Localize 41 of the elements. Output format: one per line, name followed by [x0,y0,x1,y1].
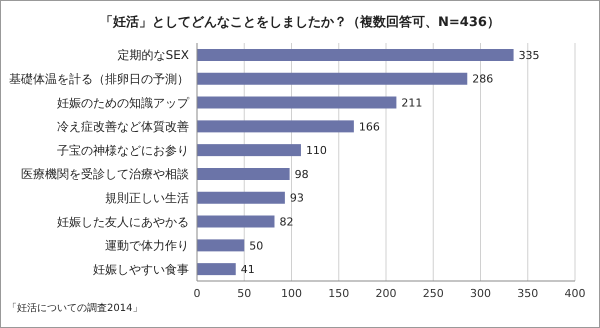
data-label: 50 [249,239,264,252]
x-tick-label: 100 [281,286,302,300]
y-tick-label: 医療機関を受診して治療や相談 [21,167,189,182]
bar [197,120,354,132]
y-tick-label: 定期的なSEX [118,48,189,62]
x-tick-label: 50 [237,286,252,300]
y-tick-label: 子宝の神様などにお参り [57,143,189,158]
bar [197,72,468,85]
y-tick-label: 妊娠しやすい食事 [93,262,189,276]
bar [197,239,244,252]
bar [197,144,301,156]
bar [197,96,396,109]
data-label: 335 [518,48,540,62]
y-tick-label: 妊娠のための知識アップ [57,96,190,110]
chart-title: 「妊活」としてどんなことをしましたか？（複数回答可、N=436） [99,14,501,31]
x-tick-label: 250 [422,286,444,300]
bar [197,263,236,276]
x-tick-label: 150 [328,286,350,300]
y-tick-label: 規則正しい生活 [105,190,189,205]
y-tick-label: 冷え症改善など体質改善 [57,120,189,134]
data-label: 166 [358,120,380,134]
x-tick-label: 300 [470,286,491,300]
y-tick-label: 妊娠した友人にあやかる [57,214,189,229]
data-label: 41 [240,263,255,276]
bar [197,216,274,228]
y-tick-label: 基礎体温を計る（排卵日の予測） [9,72,189,86]
data-label: 98 [294,168,309,181]
bar [197,48,514,61]
data-label: 110 [306,144,327,158]
data-label: 93 [290,192,304,205]
data-label: 211 [401,96,422,110]
y-tick-label: 運動で体力作り [105,238,189,253]
bar [197,192,285,204]
x-tick-label: 400 [564,286,586,300]
data-label: 82 [279,215,294,228]
x-tick-label: 350 [517,286,538,300]
x-tick-label: 200 [376,286,396,300]
x-tick-label: 0 [194,286,200,300]
data-label: 286 [472,72,494,86]
bar [197,168,290,180]
text: 「妊活についての調査2014」 [7,302,142,315]
